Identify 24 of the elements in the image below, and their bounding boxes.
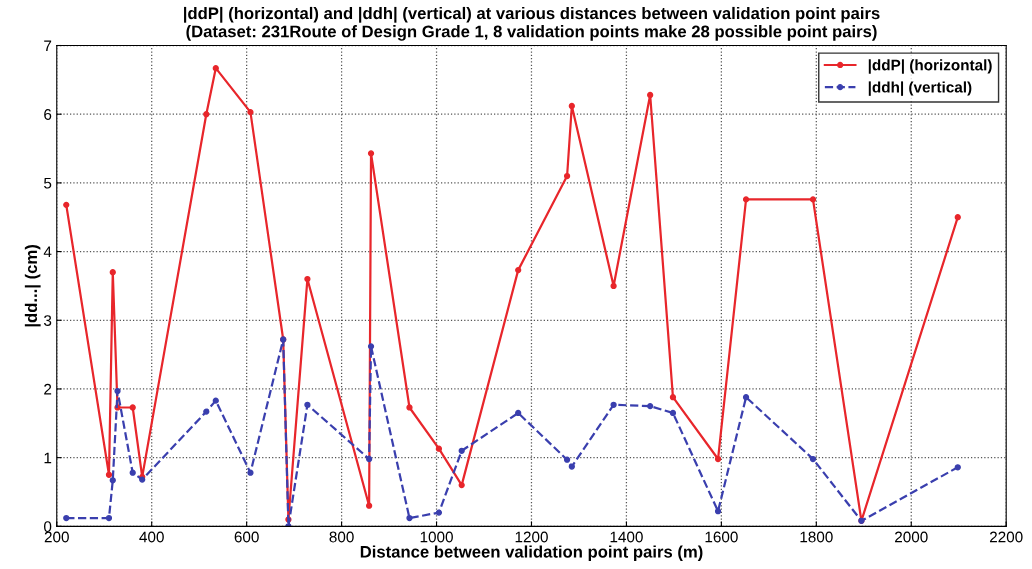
y-tick-label: 4 <box>43 246 52 258</box>
x-tick-label: 2000 <box>895 531 928 543</box>
y-tick-label: 7 <box>44 40 52 52</box>
x-tick-label: 1200 <box>515 531 548 543</box>
y-tick-label: 0 <box>44 521 52 533</box>
legend-label: |ddP| (horizontal) <box>868 59 992 74</box>
legend-label: |ddh| (vertical) <box>868 81 972 96</box>
x-tick-label: 200 <box>44 531 69 543</box>
y-tick-label: 2 <box>44 383 52 395</box>
x-tick-label: 2200 <box>989 531 1023 543</box>
y-axis-title: |dd...| (cm) <box>24 245 41 327</box>
chart-title: |ddP| (horizontal) and |ddh| (vertical) at various distances between validation point pairs (Dataset: 231Route of Design Grade 1, 8 validation points make 28 possible point pairs) <box>184 6 880 41</box>
x-axis-title: Distance between validation point pairs (m) <box>360 545 703 561</box>
x-tick-label: 400 <box>139 531 164 543</box>
x-tick-label: 1000 <box>420 531 453 543</box>
y-tick-label: 1 <box>44 452 52 464</box>
x-tick-label: 1800 <box>800 531 833 543</box>
x-tick-label: 1600 <box>705 531 738 543</box>
x-tick-label: 1400 <box>610 531 643 543</box>
x-tick-label: 800 <box>329 531 354 543</box>
x-tick-label: 600 <box>234 531 259 543</box>
y-tick-label: 3 <box>43 315 52 326</box>
y-tick-label: 5 <box>44 177 52 189</box>
y-tick-label: 6 <box>44 109 52 120</box>
